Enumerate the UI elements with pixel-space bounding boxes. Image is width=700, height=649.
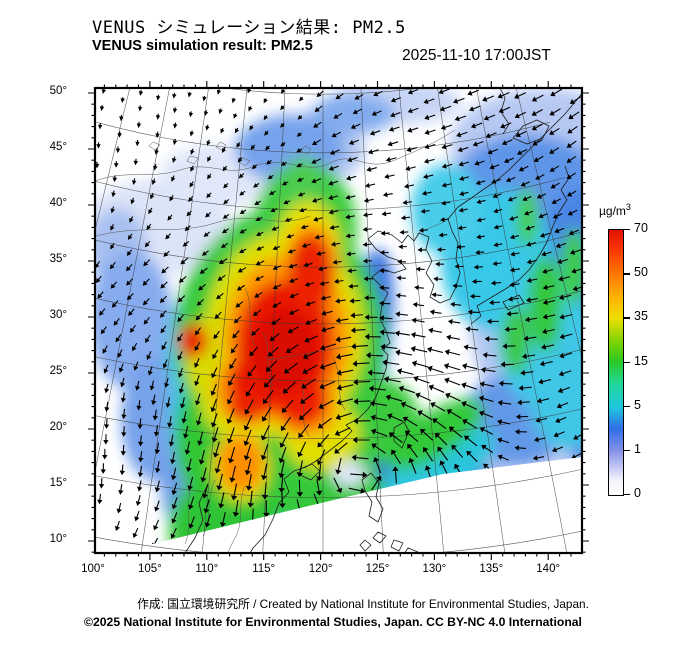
border-north — [95, 129, 456, 182]
colorbar-tick-value: 15 — [634, 353, 648, 368]
lat-tick-label: 35° — [49, 253, 67, 265]
colorbar-tick-value: 1 — [634, 441, 641, 456]
colorbar-tick-value: 5 — [634, 397, 641, 412]
page-title-english: VENUS simulation result: PM2.5 — [92, 38, 313, 54]
copyright-line: ©2025 National Institute for Environment… — [84, 615, 582, 629]
colorbar-tick — [624, 449, 630, 452]
credit-line: 作成: 国立環境研究所 / Created by National Instit… — [137, 597, 589, 611]
lat-tick-label: 20° — [49, 421, 67, 433]
colorbar-tick — [624, 229, 630, 231]
border-indochina-3 — [184, 485, 192, 545]
colorbar-units-label: µg/m3 — [599, 202, 631, 218]
lat-tick-label: 15° — [49, 477, 67, 489]
axis-tick-marks — [88, 81, 589, 560]
lat-tick-label: 50° — [49, 85, 67, 97]
colorbar-tick — [624, 405, 630, 408]
page-title-japanese: VENUS シミュレーション結果: PM2.5 — [92, 18, 406, 38]
valid-time-label: 2025-11-10 17:00JST — [402, 47, 551, 64]
lon-tick-label: 110° — [195, 563, 219, 575]
border-indochina-1 — [227, 485, 246, 553]
coastline-luzon — [361, 472, 384, 523]
lat-tick-label: 10° — [49, 533, 67, 545]
colorbar-tick-value: 0 — [634, 486, 641, 500]
border-province-2 — [262, 332, 274, 387]
coastline-philippine-islands — [359, 531, 419, 553]
colorbar-tick-value: 35 — [634, 309, 648, 324]
colorbar — [608, 229, 624, 496]
colorbar-tick — [624, 361, 630, 363]
lat-tick-label: 45° — [49, 141, 67, 153]
lon-tick-label: 105° — [137, 563, 162, 575]
lon-tick-label: 125° — [365, 563, 390, 575]
coastline-thailand-gulf — [184, 485, 208, 553]
lon-tick-label: 130° — [422, 563, 447, 575]
border-indochina-2 — [202, 479, 216, 537]
river-yangtze — [266, 345, 354, 361]
pm25-map-canvas — [88, 81, 589, 560]
lon-tick-label: 135° — [479, 563, 504, 575]
colorbar-tick — [624, 273, 630, 275]
border-lines — [95, 129, 456, 553]
lon-tick-label: 115° — [252, 563, 276, 575]
map-frame — [93, 86, 584, 555]
border-mongolia-south — [95, 215, 311, 237]
wind-vector-arrows — [95, 88, 582, 548]
lon-tick-label: 120° — [308, 563, 333, 575]
coastline-shikoku — [502, 294, 525, 311]
lat-tick-label: 40° — [49, 197, 67, 209]
coastline-hokkaido — [512, 119, 550, 145]
lat-tick-label: 30° — [49, 309, 67, 321]
colorbar-tick — [624, 494, 630, 496]
colorbar-tick — [624, 317, 630, 319]
colorbar-tick-value: 50 — [634, 265, 648, 280]
map-area: 50° 45° 40° 35° 30° 25° 20° 15° 10° 100° 105° 110°… — [50, 70, 602, 575]
lat-tick-label: 25° — [49, 365, 67, 377]
border-province-4 — [244, 287, 256, 347]
colorbar-tick-value: 70 — [634, 221, 648, 235]
lakes-northwest — [148, 141, 312, 167]
lon-tick-label: 100° — [81, 563, 105, 575]
lon-tick-label: 140° — [536, 563, 561, 575]
coastline-taiwan — [393, 421, 410, 449]
coastline-japan-honshu-kyushu — [470, 165, 570, 325]
